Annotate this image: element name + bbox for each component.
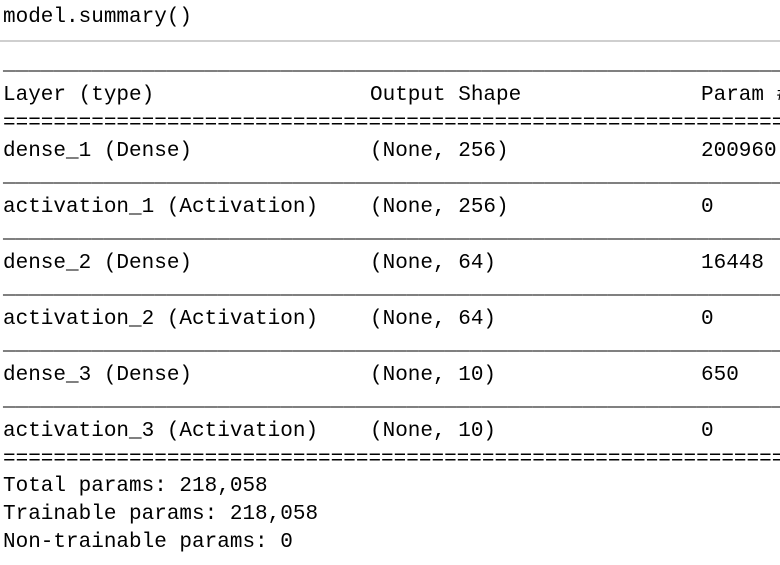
- header-cell: Layer (type): [3, 84, 155, 107]
- table-cell: 0: [701, 196, 714, 219]
- table-cell: dense_3 (Dense): [3, 364, 193, 387]
- rule-light: ________________________________________…: [3, 221, 780, 244]
- cell-divider: [0, 40, 780, 42]
- summary-line: Total params: 218,058: [3, 475, 268, 498]
- table-cell: 0: [701, 420, 714, 443]
- table-cell: (None, 256): [370, 196, 509, 219]
- table-cell: activation_3 (Activation): [3, 420, 319, 443]
- header-cell: Param #: [701, 84, 780, 107]
- rule-light: ________________________________________…: [3, 389, 780, 412]
- code-input: model.summary(): [3, 6, 193, 29]
- table-cell: activation_1 (Activation): [3, 196, 319, 219]
- summary-line: Trainable params: 218,058: [3, 503, 319, 526]
- table-cell: (None, 64): [370, 252, 497, 275]
- table-cell: (None, 256): [370, 140, 509, 163]
- table-cell: 650: [701, 364, 739, 387]
- table-cell: (None, 64): [370, 308, 497, 331]
- table-cell: dense_2 (Dense): [3, 252, 193, 275]
- header-cell: Output Shape: [370, 84, 522, 107]
- rule-heavy: ========================================…: [3, 448, 780, 471]
- table-cell: (None, 10): [370, 364, 497, 387]
- summary-line: Non-trainable params: 0: [3, 531, 293, 554]
- rule-light: ________________________________________…: [3, 333, 780, 356]
- table-cell: 200960: [701, 140, 777, 163]
- table-cell: activation_2 (Activation): [3, 308, 319, 331]
- rule-heavy: ========================================…: [3, 112, 780, 135]
- rule-light: ________________________________________…: [3, 165, 780, 188]
- table-cell: 0: [701, 308, 714, 331]
- table-cell: dense_1 (Dense): [3, 140, 193, 163]
- rule-light: ________________________________________…: [3, 277, 780, 300]
- rule-light: ________________________________________…: [3, 53, 780, 76]
- table-cell: (None, 10): [370, 420, 497, 443]
- table-cell: 16448: [701, 252, 765, 275]
